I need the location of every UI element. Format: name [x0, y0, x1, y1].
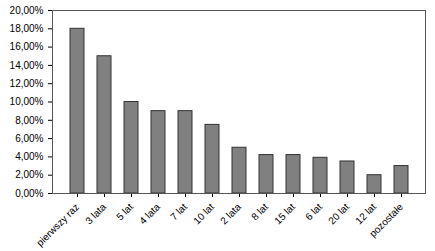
svg-text:3 lata: 3 lata — [83, 201, 108, 226]
svg-text:10,00%: 10,00% — [10, 96, 44, 107]
svg-text:16,00%: 16,00% — [10, 41, 44, 52]
svg-text:18,00%: 18,00% — [10, 23, 44, 34]
svg-text:20 lat: 20 lat — [326, 201, 351, 226]
svg-text:20,00%: 20,00% — [10, 5, 44, 16]
svg-text:2 lata: 2 lata — [218, 201, 243, 226]
svg-text:0,00%: 0,00% — [15, 188, 43, 199]
svg-text:12 lat: 12 lat — [353, 201, 378, 226]
svg-text:5 lat: 5 lat — [114, 201, 135, 222]
svg-text:10 lat: 10 lat — [191, 201, 216, 226]
svg-text:14,00%: 14,00% — [10, 60, 44, 71]
svg-text:4,00%: 4,00% — [15, 151, 43, 162]
svg-text:pierwszy raz: pierwszy raz — [34, 201, 81, 248]
svg-text:6,00%: 6,00% — [15, 133, 43, 144]
svg-text:2,00%: 2,00% — [15, 169, 43, 180]
svg-text:8 lat: 8 lat — [249, 201, 270, 222]
svg-text:pozostałe: pozostałe — [367, 201, 405, 239]
svg-text:4 lata: 4 lata — [137, 201, 162, 226]
svg-text:12,00%: 12,00% — [10, 78, 44, 89]
svg-text:7 lat: 7 lat — [168, 201, 189, 222]
svg-text:15 lat: 15 lat — [272, 201, 297, 226]
svg-text:8,00%: 8,00% — [15, 115, 43, 126]
svg-text:6 lat: 6 lat — [303, 201, 324, 222]
